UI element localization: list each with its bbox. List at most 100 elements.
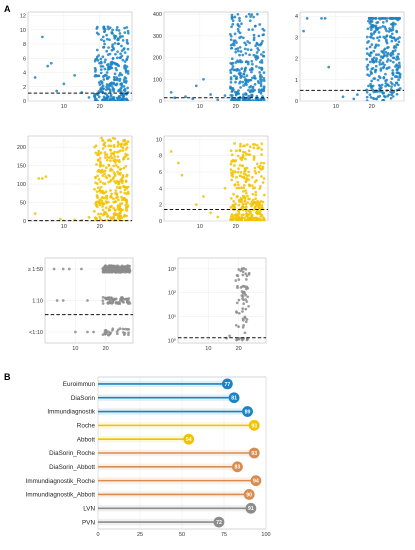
data-point bbox=[109, 152, 113, 155]
bar-value-dot bbox=[250, 475, 262, 487]
data-point bbox=[244, 320, 248, 324]
data-point bbox=[105, 176, 109, 180]
data-point bbox=[391, 95, 395, 98]
data-point bbox=[94, 200, 98, 204]
data-point bbox=[374, 59, 378, 62]
data-point bbox=[385, 34, 389, 38]
data-point bbox=[120, 49, 124, 53]
data-point bbox=[126, 72, 130, 75]
data-point bbox=[233, 159, 237, 163]
data-point bbox=[398, 74, 402, 78]
data-point bbox=[126, 47, 130, 51]
data-point bbox=[86, 330, 89, 334]
data-point bbox=[259, 92, 263, 95]
data-point bbox=[114, 164, 118, 167]
data-point bbox=[235, 186, 239, 190]
data-point bbox=[117, 180, 121, 184]
x-tick-label: 25 bbox=[137, 532, 143, 538]
data-point bbox=[244, 157, 247, 161]
data-point bbox=[389, 97, 393, 100]
data-point bbox=[110, 156, 114, 160]
data-point bbox=[106, 138, 110, 142]
data-point bbox=[105, 33, 109, 37]
data-point bbox=[258, 187, 262, 190]
data-point bbox=[106, 200, 110, 204]
data-point bbox=[371, 59, 375, 62]
data-point bbox=[98, 83, 102, 87]
data-point bbox=[94, 175, 97, 179]
data-point bbox=[245, 143, 249, 146]
data-point bbox=[230, 67, 234, 71]
data-point bbox=[254, 77, 257, 80]
data-point bbox=[236, 49, 240, 53]
data-point bbox=[109, 178, 113, 182]
data-point bbox=[255, 51, 259, 54]
data-point bbox=[262, 88, 266, 91]
x-tick-label: 0 bbox=[96, 532, 99, 538]
data-point bbox=[391, 49, 395, 53]
x-tick-label: 20 bbox=[97, 104, 103, 110]
data-point bbox=[102, 78, 106, 81]
data-point bbox=[374, 68, 378, 72]
data-point bbox=[61, 267, 65, 271]
data-point bbox=[244, 209, 248, 213]
data-point bbox=[246, 194, 249, 198]
data-point bbox=[253, 169, 257, 173]
data-point bbox=[116, 144, 120, 148]
data-point bbox=[242, 36, 245, 40]
data-point bbox=[119, 52, 122, 56]
category-label: Roche bbox=[77, 423, 96, 430]
data-point bbox=[260, 175, 263, 178]
y-tick-label: 10³ bbox=[168, 267, 176, 273]
data-point bbox=[102, 271, 106, 274]
data-point bbox=[247, 149, 251, 153]
data-point bbox=[366, 73, 369, 77]
data-point bbox=[242, 323, 245, 327]
data-point bbox=[102, 74, 106, 78]
data-point bbox=[365, 99, 369, 101]
data-point bbox=[262, 161, 266, 165]
data-point bbox=[118, 56, 122, 60]
data-point bbox=[123, 65, 126, 68]
data-point bbox=[126, 269, 130, 273]
data-point bbox=[105, 37, 109, 41]
data-point bbox=[99, 68, 103, 72]
data-point bbox=[112, 206, 115, 210]
data-point bbox=[216, 98, 220, 101]
data-point bbox=[96, 212, 100, 216]
data-point bbox=[368, 45, 372, 49]
data-point bbox=[235, 69, 239, 72]
data-point bbox=[252, 158, 256, 161]
data-point bbox=[229, 149, 233, 153]
data-point bbox=[115, 68, 118, 72]
bar-value-label: 91 bbox=[248, 506, 254, 512]
data-point bbox=[240, 267, 244, 271]
data-point bbox=[252, 33, 256, 37]
data-point bbox=[385, 67, 389, 71]
data-point bbox=[107, 27, 110, 31]
data-point bbox=[259, 161, 263, 165]
data-point bbox=[113, 191, 117, 195]
data-point bbox=[380, 62, 384, 66]
data-point bbox=[376, 78, 380, 82]
data-point bbox=[98, 215, 102, 219]
data-point bbox=[109, 189, 112, 192]
x-tick-label: 50 bbox=[179, 532, 185, 538]
data-point bbox=[108, 169, 112, 172]
y-tick-label: 4 bbox=[295, 14, 298, 20]
data-point bbox=[93, 188, 96, 191]
data-point bbox=[112, 176, 116, 179]
data-point bbox=[115, 99, 119, 101]
data-point bbox=[114, 267, 118, 271]
data-point bbox=[102, 202, 106, 206]
data-point bbox=[112, 159, 116, 163]
bar-value-dot bbox=[183, 433, 195, 445]
data-point bbox=[122, 265, 125, 269]
data-point bbox=[123, 31, 127, 34]
data-point bbox=[103, 42, 106, 46]
data-point bbox=[382, 35, 386, 39]
data-point bbox=[385, 54, 389, 58]
data-point bbox=[238, 148, 242, 152]
data-point bbox=[124, 185, 128, 189]
data-point bbox=[108, 148, 112, 152]
